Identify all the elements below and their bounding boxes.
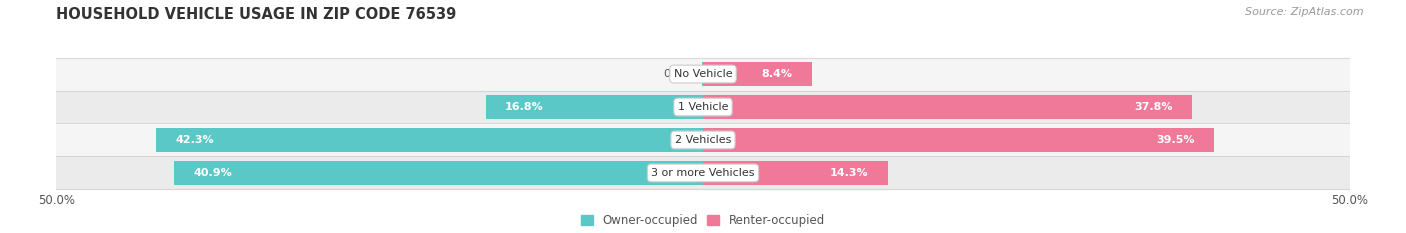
Text: HOUSEHOLD VEHICLE USAGE IN ZIP CODE 76539: HOUSEHOLD VEHICLE USAGE IN ZIP CODE 7653… (56, 7, 457, 22)
Bar (174, 161, 703, 185)
Legend: Owner-occupied, Renter-occupied: Owner-occupied, Renter-occupied (581, 214, 825, 227)
Text: 2 Vehicles: 2 Vehicles (675, 135, 731, 145)
Text: Source: ZipAtlas.com: Source: ZipAtlas.com (1246, 7, 1364, 17)
Bar (56, 58, 1350, 91)
Bar (56, 91, 1350, 123)
Bar (703, 128, 1213, 152)
Text: 40.9%: 40.9% (194, 168, 232, 178)
Text: 39.5%: 39.5% (1156, 135, 1195, 145)
Text: 1 Vehicle: 1 Vehicle (678, 102, 728, 112)
Bar (485, 95, 703, 119)
Bar (703, 161, 889, 185)
Text: 14.3%: 14.3% (830, 168, 869, 178)
Bar (56, 123, 1350, 156)
Bar (156, 128, 703, 152)
Bar (56, 156, 1350, 189)
Text: 0.1%: 0.1% (664, 69, 692, 79)
Text: No Vehicle: No Vehicle (673, 69, 733, 79)
Text: 3 or more Vehicles: 3 or more Vehicles (651, 168, 755, 178)
Text: 42.3%: 42.3% (176, 135, 214, 145)
Bar (703, 95, 1192, 119)
Text: 37.8%: 37.8% (1135, 102, 1173, 112)
Text: 8.4%: 8.4% (761, 69, 792, 79)
Bar (703, 62, 811, 86)
Text: 16.8%: 16.8% (505, 102, 544, 112)
